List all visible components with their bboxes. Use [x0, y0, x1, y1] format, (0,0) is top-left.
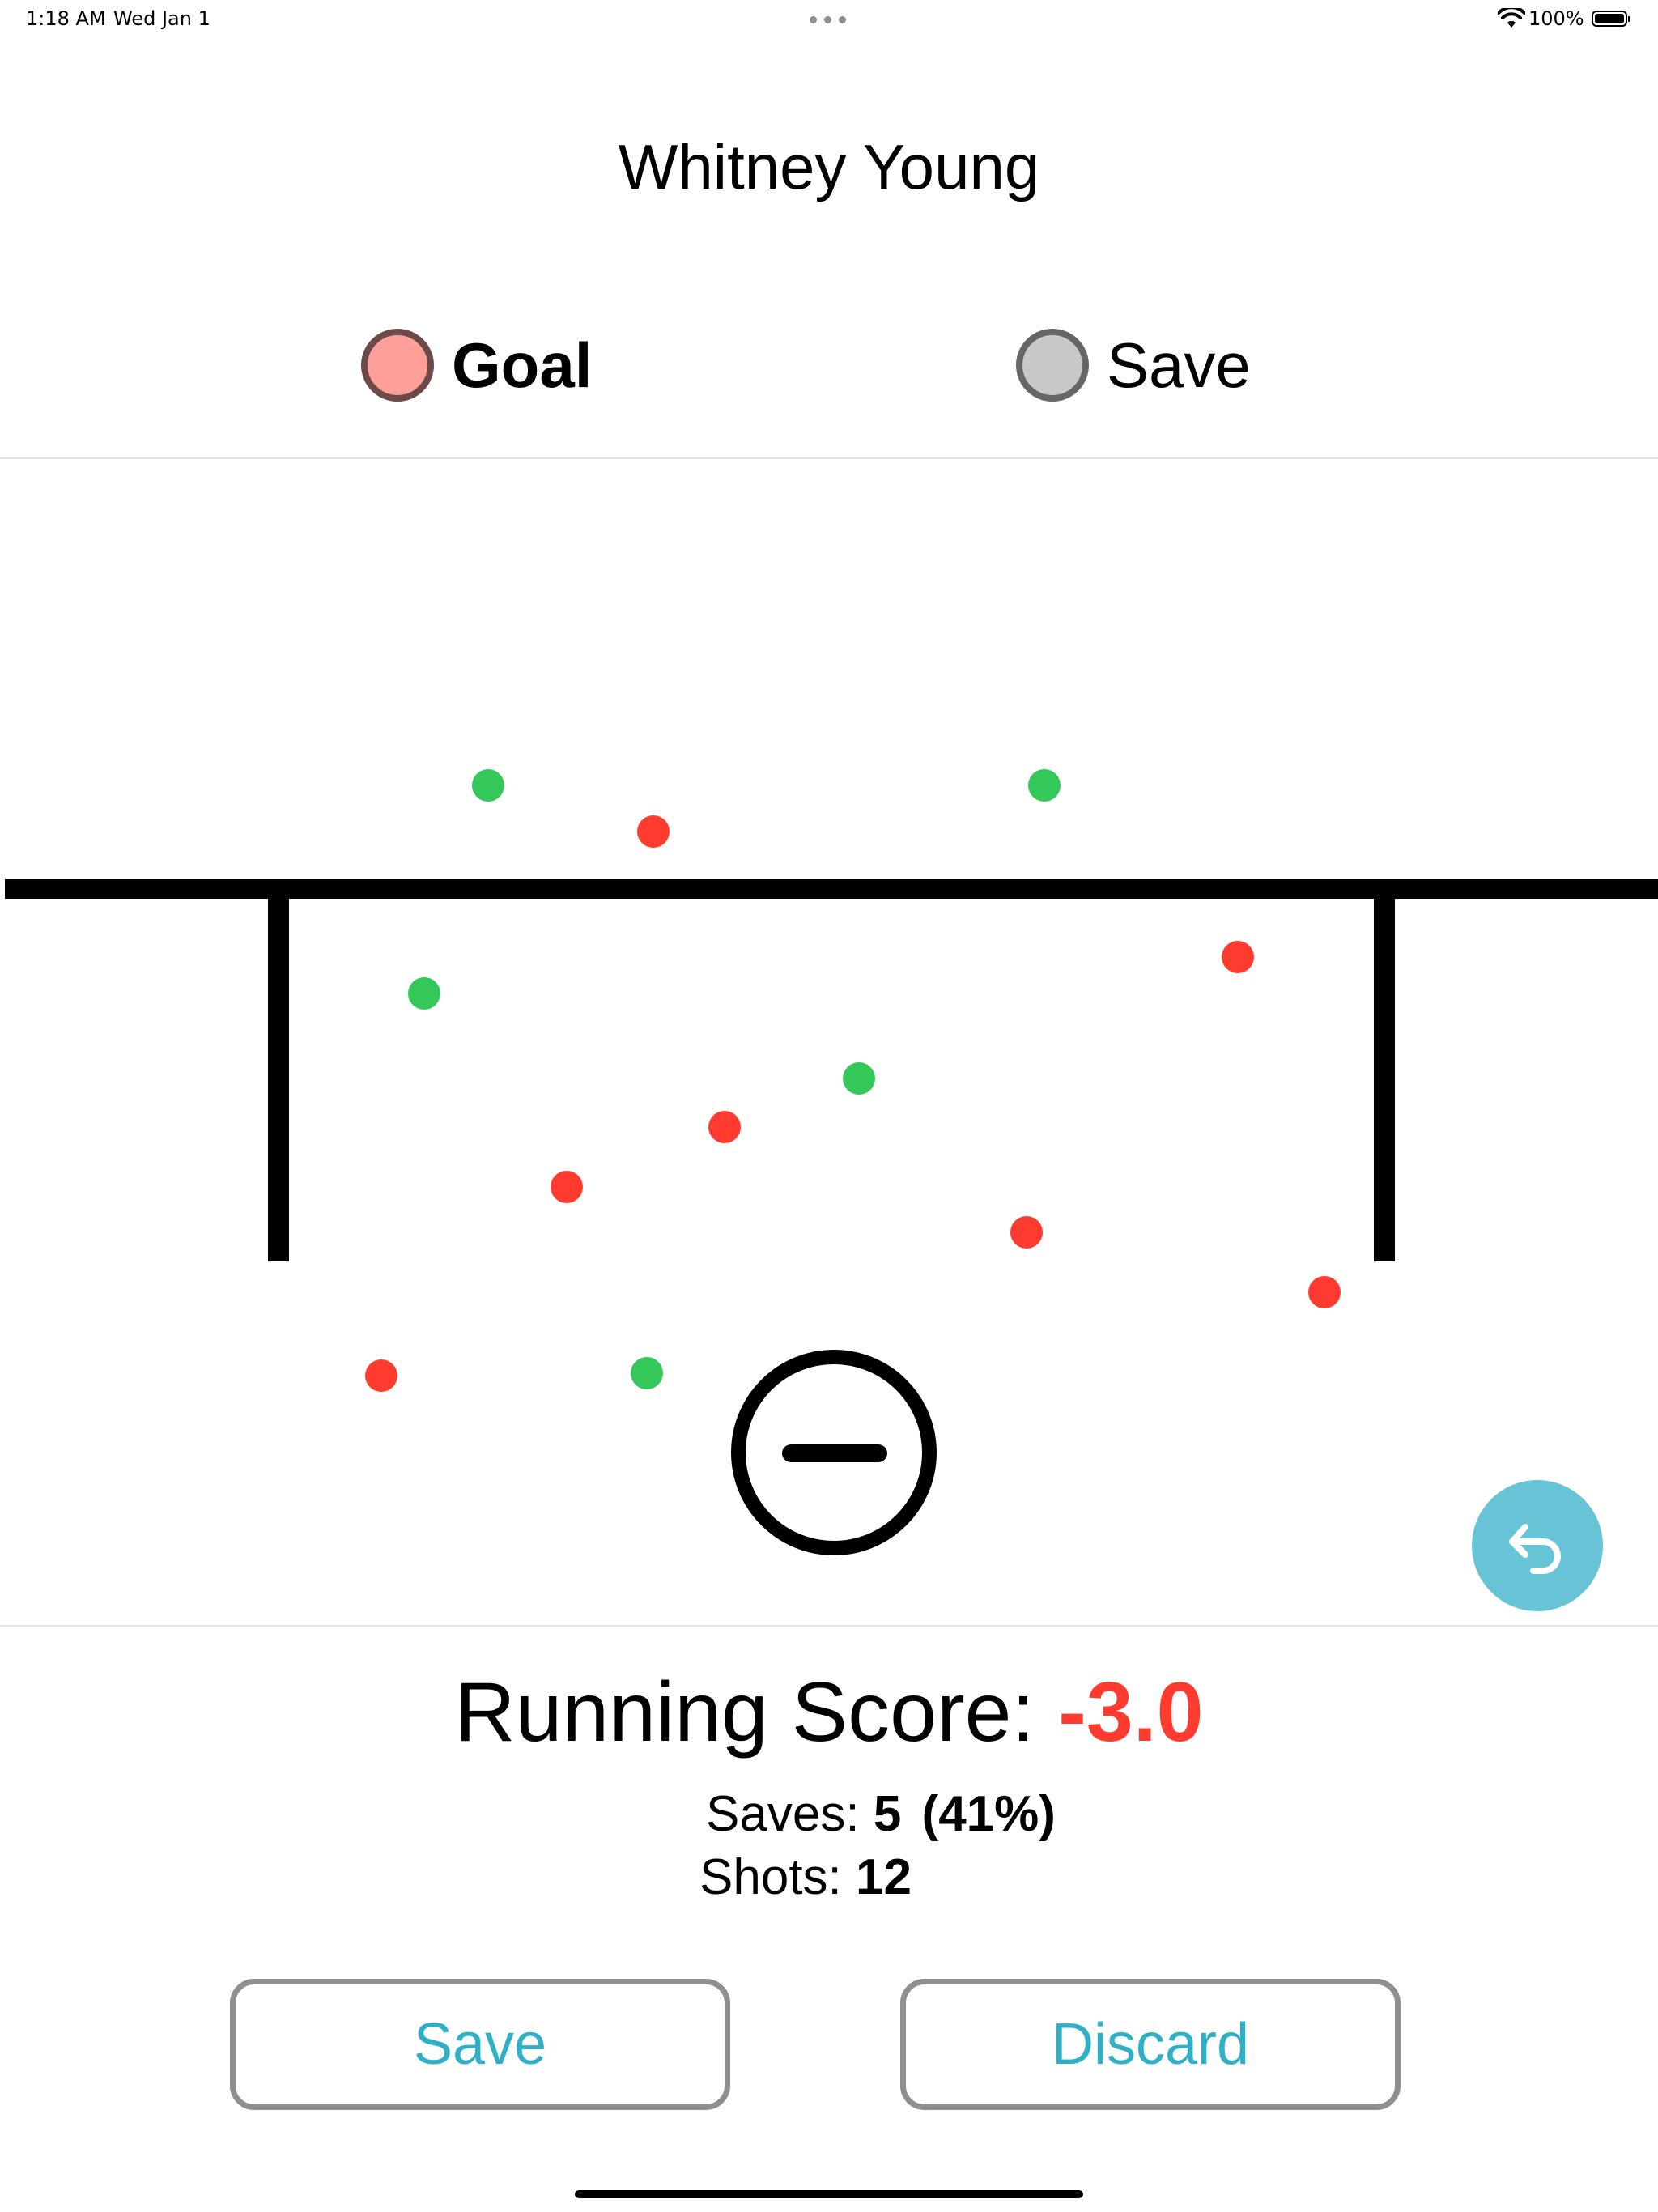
shot-marker-goal[interactable]: [1308, 1276, 1341, 1308]
top-divider: [0, 457, 1658, 459]
saves-label: Saves:: [706, 1786, 860, 1842]
save-option[interactable]: Save: [1016, 321, 1251, 410]
save-radio-icon[interactable]: [1016, 329, 1089, 402]
shot-marker-goal[interactable]: [708, 1111, 741, 1143]
running-score: Running Score: -3.0: [0, 1660, 1658, 1765]
saves-stat: Saves: 5 (41%): [0, 1783, 1658, 1846]
status-time: 1:18 AM: [26, 7, 106, 30]
shot-marker-save[interactable]: [843, 1062, 875, 1095]
undo-arrow-icon: [1501, 1509, 1574, 1582]
shot-marker-goal[interactable]: [1010, 1216, 1043, 1249]
battery-percentage: 100%: [1528, 7, 1584, 30]
discard-button[interactable]: Discard: [900, 1979, 1401, 2110]
player-name: Whitney Young: [0, 128, 1658, 206]
shots-stat: Shots: 12: [0, 1846, 1658, 1909]
undo-button[interactable]: [1472, 1480, 1603, 1611]
shot-marker-save[interactable]: [1028, 769, 1061, 802]
shot-marker-goal[interactable]: [365, 1359, 397, 1392]
left-post: [268, 889, 289, 1261]
goal-radio-icon[interactable]: [361, 329, 434, 402]
goal-diagram[interactable]: [0, 460, 1658, 1626]
shots-value: 12: [856, 1849, 912, 1905]
shot-marker-save[interactable]: [472, 769, 504, 802]
battery-icon: [1592, 11, 1627, 27]
saves-value: 5: [874, 1786, 901, 1842]
multitasking-dots-icon[interactable]: [810, 16, 848, 24]
status-date: Wed Jan 1: [113, 7, 210, 30]
wifi-icon: [1498, 8, 1525, 29]
running-score-label: Running Score:: [454, 1665, 1035, 1759]
save-button[interactable]: Save: [230, 1979, 730, 2110]
shot-marker-goal[interactable]: [637, 815, 670, 848]
bottom-divider: [0, 1625, 1658, 1627]
goal-field[interactable]: [0, 460, 1658, 1626]
crease-icon: [738, 1357, 929, 1548]
shot-marker-save[interactable]: [631, 1357, 663, 1389]
goal-option[interactable]: Goal: [361, 321, 592, 410]
right-post: [1374, 889, 1395, 1261]
shots-label: Shots:: [699, 1849, 842, 1905]
running-score-value: -3.0: [1058, 1665, 1203, 1759]
shot-marker-goal[interactable]: [551, 1171, 583, 1203]
goal-line: [5, 879, 1658, 899]
status-indicators: 100%: [1545, 6, 1634, 32]
saves-percent: (41%): [922, 1786, 1056, 1842]
save-option-label: Save: [1107, 329, 1251, 402]
status-bar: 1:18 AM Wed Jan 1 100%: [0, 0, 1658, 39]
home-indicator[interactable]: [575, 2190, 1083, 2198]
goal-option-label: Goal: [452, 329, 592, 402]
shot-marker-save[interactable]: [408, 977, 440, 1010]
shot-marker-goal[interactable]: [1222, 941, 1254, 973]
